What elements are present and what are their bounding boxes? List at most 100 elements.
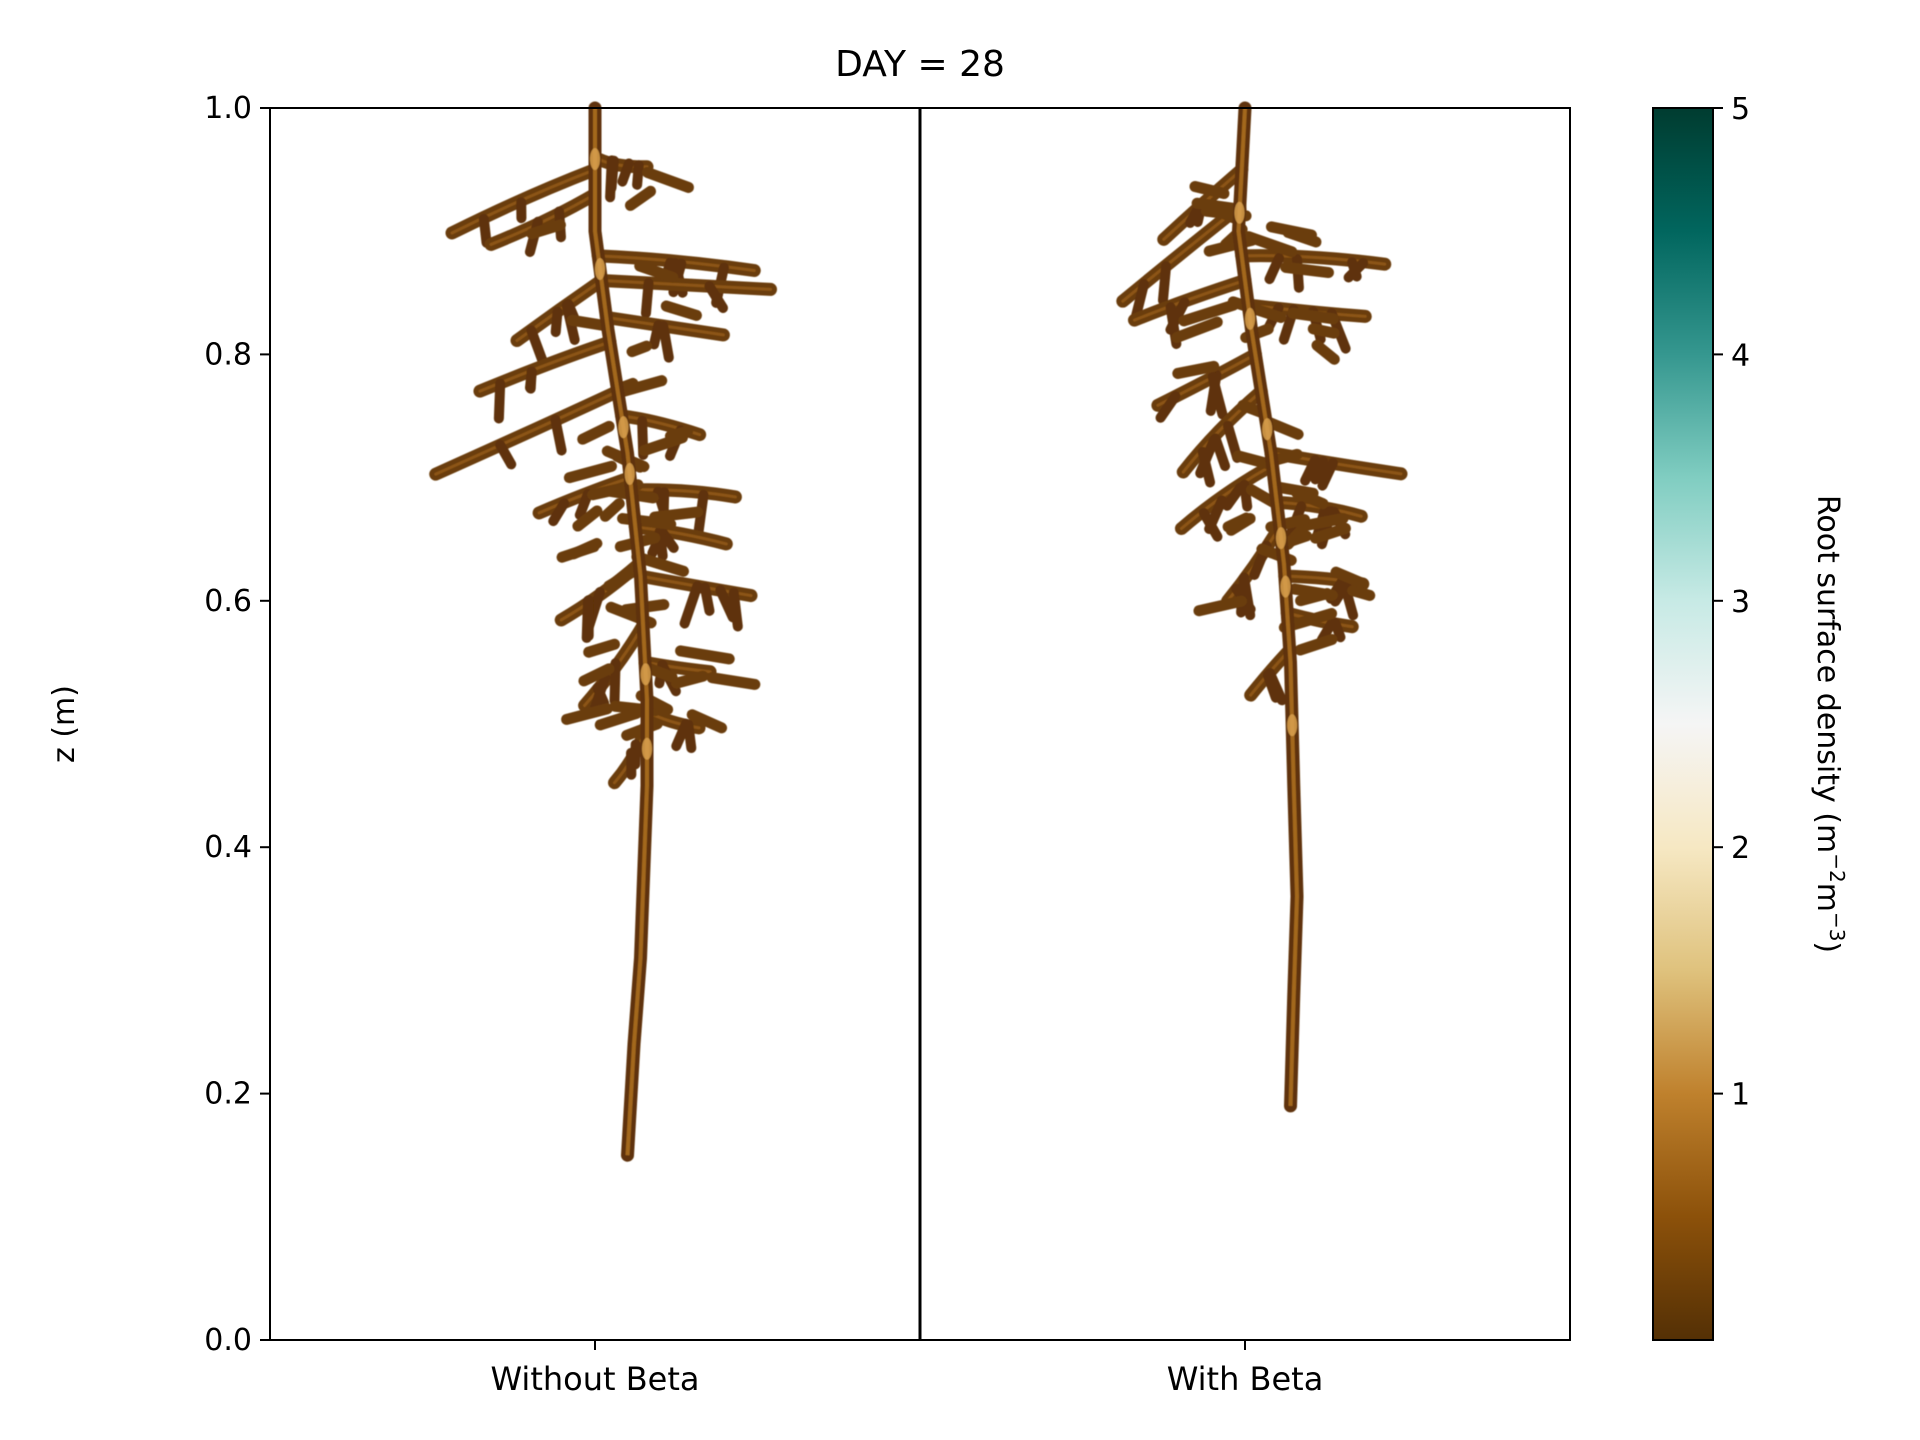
sub-lateral <box>1300 455 1321 486</box>
root-fragment <box>675 645 735 665</box>
density-hotspot <box>618 416 629 439</box>
colorbar-tick-label: 2 <box>1731 831 1750 866</box>
colorbar-label-mid: m <box>1810 883 1845 912</box>
root-fragment <box>660 300 702 321</box>
root-fragment <box>641 166 694 193</box>
density-hotspot <box>1275 527 1286 550</box>
root-fragment <box>1225 513 1256 536</box>
density-hotspot <box>1262 418 1273 441</box>
taproot-core <box>1236 107 1299 1106</box>
root-fragment <box>577 420 615 445</box>
root-fragment <box>649 506 704 523</box>
sub-lateral <box>548 498 570 527</box>
sub-lateral <box>1310 456 1329 485</box>
sub-lateral <box>478 213 492 248</box>
y-tick-label: 0.6 <box>204 584 252 619</box>
sub-lateral <box>1195 435 1219 479</box>
root-fragment <box>638 432 688 456</box>
colorbar-ticks: 1 2 3 4 5 <box>1713 92 1750 1113</box>
density-hotspot <box>624 462 635 485</box>
y-tick-label: 0.4 <box>204 830 252 865</box>
taproot-core <box>593 108 649 1156</box>
root-fragment <box>572 505 603 532</box>
density-hotspot <box>1280 575 1291 598</box>
colorbar-tick-label: 4 <box>1731 338 1750 373</box>
sub-lateral <box>550 306 563 338</box>
lateral-root-core <box>1179 463 1274 531</box>
root-fragment <box>603 565 640 592</box>
density-hotspot <box>594 257 605 280</box>
root-fragment <box>599 498 625 522</box>
colorbar-tick-label: 5 <box>1731 92 1750 127</box>
root-density-map <box>429 101 1408 1162</box>
root-fragment <box>556 541 600 563</box>
sub-lateral <box>699 582 715 616</box>
root-fragment <box>706 672 761 690</box>
y-tick-label: 0.2 <box>204 1077 252 1112</box>
root-fragment <box>526 219 566 240</box>
lateral-root-core <box>434 389 620 476</box>
sub-lateral <box>671 718 691 752</box>
sub-lateral <box>658 320 674 363</box>
root-fragment <box>563 460 618 484</box>
root-fragment <box>594 707 642 731</box>
density-hotspot <box>642 737 652 760</box>
sub-lateral <box>606 155 619 193</box>
density-hotspot <box>1234 201 1245 224</box>
sub-lateral <box>574 488 593 521</box>
root-fragment <box>1193 595 1247 617</box>
root-fragment <box>686 709 728 734</box>
root-fragment <box>1227 296 1287 323</box>
sub-lateral <box>1338 577 1359 621</box>
root-fragment <box>1347 585 1376 601</box>
colorbar-label-main: Root surface density (m <box>1810 495 1845 853</box>
sub-lateral <box>525 366 537 394</box>
sub-lateral <box>526 325 550 371</box>
sub-lateral <box>728 587 743 632</box>
root-fragment <box>1178 299 1239 327</box>
y-axis: 0.0 0.2 0.4 0.6 0.8 1.0 <box>204 91 270 1358</box>
root-fragment <box>624 185 656 211</box>
sub-lateral <box>617 158 634 187</box>
root-fragment <box>1242 231 1298 258</box>
root-panel <box>1116 101 1408 1113</box>
root-fragment <box>1330 566 1367 589</box>
root-fragment <box>671 670 709 689</box>
colorbar-tick-label: 3 <box>1731 585 1750 620</box>
root-fragment <box>1311 339 1340 365</box>
density-hotspot <box>1245 307 1256 330</box>
y-tick-label: 0.0 <box>204 1323 252 1358</box>
x-axis: Without Beta With Beta <box>490 1340 1323 1398</box>
root-fragment <box>1296 512 1349 532</box>
root-fragment <box>1287 307 1339 325</box>
lateral-root-core <box>1181 389 1263 474</box>
root-fragment <box>1307 323 1340 339</box>
lateral-root-core <box>633 525 728 546</box>
sub-lateral <box>550 414 567 456</box>
root-fragment <box>1280 261 1334 279</box>
sub-lateral <box>589 672 611 713</box>
root-fragment <box>1291 487 1329 510</box>
root-fragment <box>561 703 613 725</box>
sub-lateral <box>1157 261 1172 306</box>
root-fragment <box>634 260 679 283</box>
y-tick-label: 1.0 <box>204 91 252 126</box>
sub-lateral <box>1198 507 1223 542</box>
root-fragment <box>1281 530 1312 548</box>
root-fragment <box>1171 316 1223 344</box>
sub-lateral <box>649 320 664 350</box>
sub-lateral <box>609 658 621 706</box>
sub-lateral <box>1262 670 1281 703</box>
sub-lateral <box>704 281 728 313</box>
y-axis-label: z (m) <box>47 685 82 763</box>
colorbar-label-sup2: −3 <box>1825 912 1849 941</box>
chart-title: DAY = 28 <box>835 44 1005 85</box>
root-fragment <box>566 314 608 331</box>
colorbar-label-sup1: −2 <box>1825 853 1849 882</box>
lateral-root-core <box>629 488 737 499</box>
root-fragment <box>1295 588 1333 607</box>
y-tick-label: 0.8 <box>204 337 252 372</box>
root-fragment <box>1294 633 1338 656</box>
sub-lateral <box>679 581 703 629</box>
